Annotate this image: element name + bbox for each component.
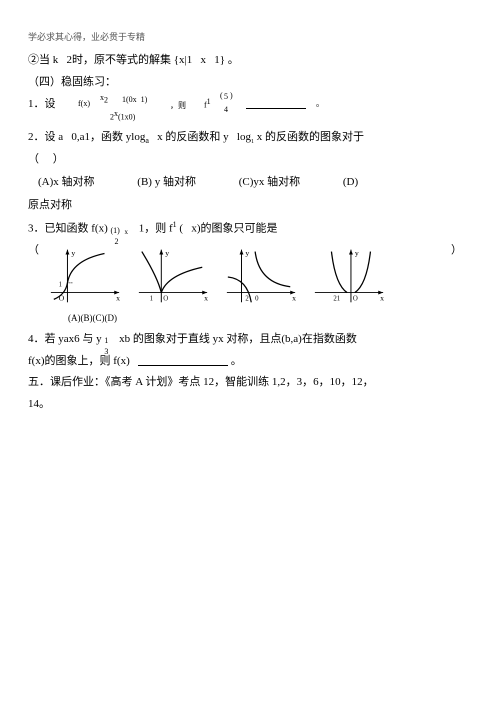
svg-text:21: 21 xyxy=(333,295,340,302)
t: 1 xyxy=(251,139,254,145)
question-5: 五．课后作业：《高考 A 计划》考点 12，智能训练 1,2，3，6，10，12… xyxy=(28,373,472,392)
svg-text:O: O xyxy=(163,295,168,302)
svg-text:x: x xyxy=(292,293,296,302)
q1-frac-bot: 4 xyxy=(224,103,228,117)
motto-header: 学必求其心得，业必贯于专精 xyxy=(28,30,472,45)
q1-then: ，则 xyxy=(170,99,186,113)
svg-text:1: 1 xyxy=(59,281,62,288)
svg-text:1: 1 xyxy=(150,295,153,302)
t: 1 xyxy=(207,97,211,106)
question-3: 3．已知函数 f(x) (1) 2 x 1，则 f1 ( x)的图象只可能是 xyxy=(28,218,472,238)
t: x 的反函数和 y xyxy=(157,131,229,143)
choice-c: (C)yx 轴对称 xyxy=(239,173,300,192)
t: x)的图象只可能是 xyxy=(191,222,277,234)
t: f(x)的图象上，则 f(x) xyxy=(28,355,130,367)
choice-d-cont: 原点对称 xyxy=(28,196,472,215)
question-4: 4．若 yax6 与 y 1 3 xb 的图象对于直线 yx 对称，且点(b,a… xyxy=(28,330,472,349)
q1-label: 1．设 xyxy=(28,98,56,110)
paren-icon: ( xyxy=(220,89,223,103)
svg-text:x: x xyxy=(204,293,208,302)
q1-blank xyxy=(246,97,306,111)
question-1: 1．设 f(x) x2 1(0x 1) 2x(1x0) ，则 f1 5 4 ( … xyxy=(28,95,472,125)
svg-text:O: O xyxy=(353,295,358,302)
t: 。 xyxy=(231,355,242,367)
t: （ xyxy=(28,153,39,165)
choice-a: (A)x 轴对称 xyxy=(38,173,95,192)
t: 2 xyxy=(104,95,108,104)
t: x xyxy=(257,131,263,143)
q1-piece: x2 xyxy=(100,91,108,107)
t: {x|1 xyxy=(174,54,192,66)
q1-finv: f1 xyxy=(204,95,211,112)
q4-blank xyxy=(138,356,228,366)
t: log xyxy=(237,131,251,143)
q1-piece: 2x(1x0) xyxy=(110,107,135,124)
t: 2时，原不等式的解集 xyxy=(67,54,172,66)
paren-icon: ) xyxy=(230,89,233,103)
t: xb 的图象对于直线 yx 对称，且点(b,a)在指数函数 xyxy=(119,333,357,345)
t: 。 xyxy=(316,97,324,111)
t: a xyxy=(145,136,149,145)
svg-text:O: O xyxy=(59,293,65,302)
t: 1(0x xyxy=(122,95,137,104)
t: （ xyxy=(28,244,39,256)
line-circled-2: ②当 k 2时，原不等式的解集 {x|1 x 1} 。 xyxy=(28,51,472,70)
t: 0,a1，函数 ylog xyxy=(71,131,145,143)
question-2-paren: （ ） xyxy=(28,150,472,169)
t: x xyxy=(200,54,206,66)
t: ） xyxy=(53,153,64,165)
t: 2．设 a xyxy=(28,131,63,143)
t: 4．若 yax6 与 y xyxy=(28,333,102,345)
section-4-title: （四）稳固练习： xyxy=(28,73,472,92)
t: 1，则 f xyxy=(139,222,173,234)
t: ( xyxy=(179,222,183,234)
q1-frac-top: 5 xyxy=(224,90,228,104)
svg-text:x: x xyxy=(380,293,384,302)
question-2: 2．设 a 0,a1，函数 yloga x 的反函数和 y log1 x 的反函… xyxy=(28,128,472,148)
question-5-cont: 14。 xyxy=(28,395,472,414)
svg-text:x: x xyxy=(116,293,120,302)
q1-fx: f(x) xyxy=(78,97,90,111)
q1-piece: 1(0x 1) xyxy=(122,93,147,107)
choice-b: (B) y 轴对称 xyxy=(137,173,196,192)
t: ） xyxy=(451,241,462,260)
t: (1x0) xyxy=(118,112,135,121)
svg-text:2: 2 xyxy=(245,295,249,302)
choice-d: (D) xyxy=(343,173,358,192)
t: 。 xyxy=(228,54,239,66)
abcd-labels: (A)(B)(C)(D) xyxy=(68,311,472,326)
t: 的反函数的图象对于 xyxy=(265,131,364,143)
t: ②当 k xyxy=(28,54,58,66)
t: 1 xyxy=(173,220,177,229)
t: x xyxy=(125,227,129,239)
t: 3 xyxy=(104,345,108,359)
t: 1) xyxy=(141,95,148,104)
question-3-paren: （ ） xyxy=(28,241,472,260)
question-2-choices: (A)x 轴对称 (B) y 轴对称 (C)yx 轴对称 (D) xyxy=(38,173,472,192)
svg-text:0: 0 xyxy=(255,295,259,302)
t: 3．已知函数 f(x) xyxy=(28,222,108,234)
question-4-cont: f(x)的图象上，则 f(x) 。 xyxy=(28,352,472,371)
t: 1} xyxy=(214,54,225,66)
